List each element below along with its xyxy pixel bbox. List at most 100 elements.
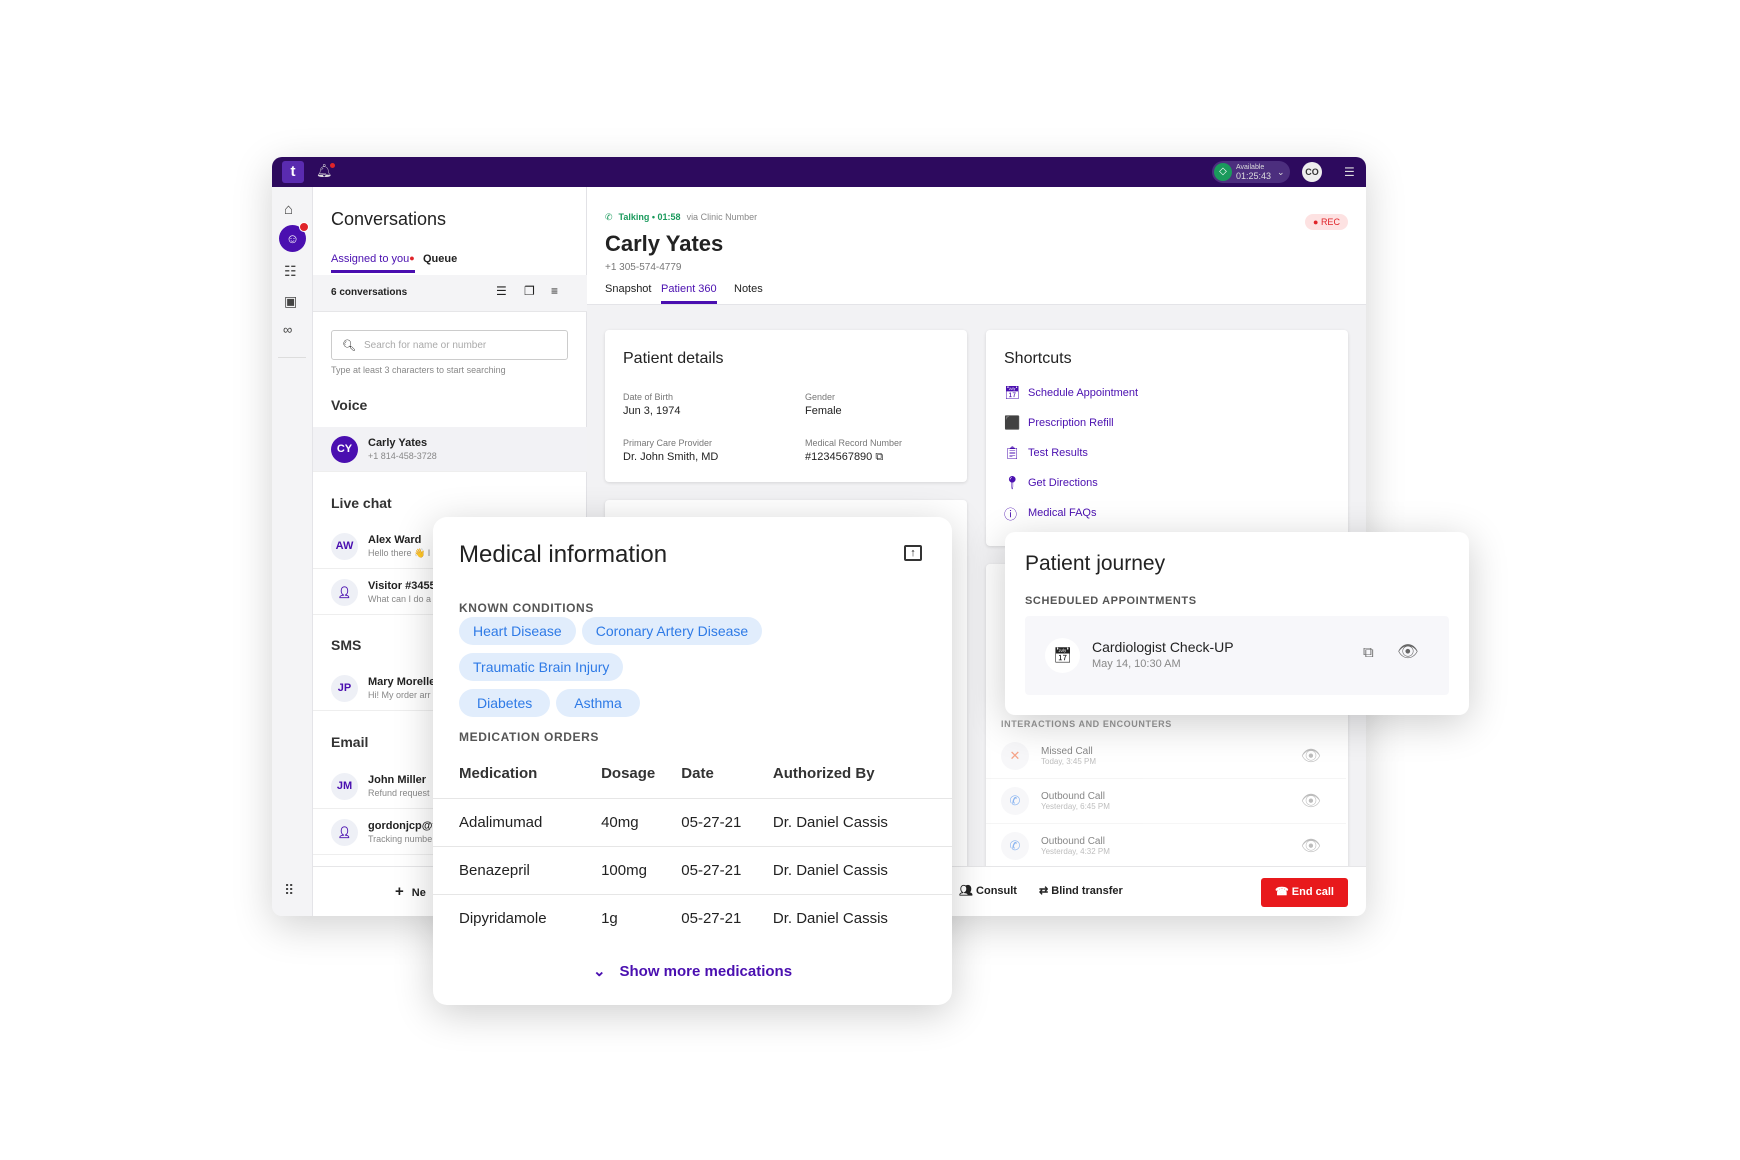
person-icon: 👤︎ [331, 818, 358, 846]
group-email: Email [331, 734, 369, 750]
transfer-icon: ⇄ [1039, 885, 1052, 897]
tab-notes[interactable]: Notes [734, 283, 763, 295]
call-status: Talking • 01:58 [618, 212, 681, 222]
select-icon[interactable]: ❐ [524, 284, 535, 298]
group-sms: SMS [331, 637, 362, 653]
card-title: Medical information [459, 541, 668, 568]
condition-chip: Heart Disease [459, 617, 576, 645]
count-bar: 6 conversations ☰ ❐ ≡ [313, 275, 587, 312]
app-logo[interactable]: t [282, 161, 304, 183]
search-input[interactable]: 🔍︎ Search for name or number [331, 330, 568, 360]
chevron-down-icon: ⌄ [1277, 166, 1285, 177]
patient-journey-card: Patient journey SCHEDULED APPOINTMENTS 📅… [1005, 532, 1469, 715]
column-header: Medication [433, 750, 602, 799]
outbound-call-icon: ✆ [1001, 787, 1029, 815]
notification-badge [299, 222, 309, 232]
avatar: JP [331, 674, 358, 702]
patient-details-card: Patient details Date of Birth Jun 3, 1974… [605, 330, 967, 482]
caller-phone: +1 305-574-4779 [605, 262, 682, 273]
open-external-icon[interactable]: ↑ [904, 545, 922, 561]
blind-transfer-button[interactable]: ⇄ Blind transfer [1039, 885, 1123, 897]
panel-icon[interactable]: ☰ [1344, 165, 1355, 179]
condition-chip: Traumatic Brain Injury [459, 653, 624, 681]
condition-chip: Asthma [556, 689, 640, 717]
shortcut-item[interactable]: 📅︎ Schedule Appointment [1004, 385, 1139, 400]
top-bar: t 🔔︎ ◇ Available 01:25:43 ⌄ CO ☰ [272, 157, 1366, 187]
appointment-item[interactable]: 📅︎ Cardiologist Check-UP May 14, 10:30 A… [1025, 616, 1449, 695]
column-header: Dosage [601, 750, 682, 799]
shortcut-item[interactable]: ⓘ Medical FAQs [1004, 498, 1330, 528]
group-voice: Voice [331, 397, 368, 413]
conditions-list: Heart Disease Coronary Artery Disease Trau… [459, 617, 929, 725]
outbound-call-icon: ✆ [1001, 832, 1029, 860]
missed-call-icon: ✕ [1001, 742, 1029, 770]
eye-icon[interactable]: 👁︎ [1300, 838, 1321, 855]
tab-patient-360[interactable]: Patient 360 [661, 283, 717, 304]
copy-icon[interactable]: ⧉ [875, 451, 884, 463]
calendar-icon: 📅︎ [1045, 638, 1080, 673]
conversations-icon[interactable]: ☺ [279, 222, 309, 252]
shortcut-item[interactable]: 📍︎ Get Directions [1004, 475, 1098, 490]
phone-icon: ✆ [605, 212, 613, 222]
table-row: Benazepril 100mg 05-27-21 Dr. Daniel Cassis [433, 846, 952, 895]
filter-icon[interactable]: ≡ [551, 284, 559, 298]
consult-icon: 👥︎ [959, 885, 977, 897]
info-icon: ⓘ [1004, 506, 1018, 522]
sort-icon[interactable]: ☰ [496, 284, 507, 298]
location-pin-icon: 📍︎ [1004, 475, 1021, 490]
conversation-item[interactable]: AW Alex Ward Hello there 👋 I [313, 524, 587, 569]
clipboard-icon: 📋︎ [1004, 445, 1021, 460]
end-call-button[interactable]: ☎︎ End call [1261, 878, 1348, 907]
bell-icon[interactable]: 🔔︎ [316, 163, 335, 178]
panel-title: Conversations [331, 209, 447, 229]
call-header: ✆ Talking • 01:58 via Clinic Number Carl… [587, 187, 1366, 305]
tab-queue[interactable]: Queue [423, 253, 458, 265]
interaction-item[interactable]: ✆ Outbound Call Yesterday, 6:45 PM 👁︎ [986, 779, 1346, 824]
voicemail-icon[interactable]: ∞ [283, 322, 293, 337]
medication-table: Medication Dosage Date Authorized By Adalimu… [433, 750, 952, 942]
condition-chip: Diabetes [459, 689, 551, 717]
show-more-medications-button[interactable]: ⌄ Show more medications [592, 963, 793, 980]
search-hint: Type at least 3 characters to start sear… [331, 365, 506, 375]
open-icon[interactable]: ⧉ [1363, 644, 1374, 661]
avatar: AW [331, 532, 358, 560]
calendar-stethoscope-icon: 📅︎ [1004, 385, 1021, 400]
contacts-icon[interactable]: ▣ [284, 293, 298, 309]
call-via: via Clinic Number [686, 212, 758, 222]
rail-divider [278, 357, 306, 358]
eye-icon[interactable]: 👁︎ [1300, 748, 1321, 765]
search-icon: 🔍︎ [342, 339, 356, 352]
caller-name: Carly Yates [605, 231, 724, 256]
column-header: Authorized By [772, 750, 952, 799]
shortcut-item[interactable]: 📋︎ Test Results [1004, 445, 1088, 460]
shortcut-item[interactable]: ⬛ Prescription Refill [1004, 415, 1114, 430]
person-icon: 👤︎ [331, 578, 358, 606]
interaction-item[interactable]: ✆ Outbound Call Yesterday, 4:32 PM 👁︎ [986, 824, 1346, 869]
plus-icon: + [395, 883, 404, 900]
user-avatar[interactable]: CO [1302, 162, 1322, 182]
table-row: Adalimumad 40mg 05-27-21 Dr. Daniel Cassis [433, 798, 952, 847]
apps-grid-icon[interactable]: ⠿ [284, 882, 295, 898]
status-selector[interactable]: ◇ Available 01:25:43 ⌄ [1212, 161, 1290, 183]
pill-bottle-icon: ⬛ [1004, 415, 1021, 430]
eye-icon[interactable]: 👁︎ [1300, 793, 1321, 810]
tab-snapshot[interactable]: Snapshot [605, 283, 652, 295]
column-header: Date [681, 750, 773, 799]
icon-rail: ⌂ ☺ ☷ ▣ ∞ ⠿ [272, 187, 313, 916]
consult-button[interactable]: 👥︎ Consult [959, 885, 1017, 897]
interaction-item[interactable]: ✕ Missed Call Today, 3:45 PM 👁︎ [986, 734, 1346, 779]
conversation-item[interactable]: CY Carly Yates +1 814-458-3728 [313, 427, 587, 472]
queue-list-icon[interactable]: ☷ [284, 263, 297, 279]
avatar: JM [331, 772, 358, 800]
chevron-down-icon: ⌄ [592, 963, 606, 980]
conversation-count: 6 conversations [331, 287, 408, 298]
eye-icon[interactable]: 👁︎ [1397, 642, 1419, 661]
home-icon[interactable]: ⌂ [284, 201, 294, 218]
avatar: CY [331, 435, 358, 463]
group-live-chat: Live chat [331, 495, 392, 511]
tab-assigned[interactable]: Assigned to you● [331, 253, 415, 273]
condition-chip: Coronary Artery Disease [581, 617, 763, 645]
medical-information-card: Medical information ↑ KNOWN CONDITIONS H… [433, 517, 952, 1005]
hangup-icon: ☎︎ [1275, 886, 1292, 898]
available-icon: ◇ [1214, 163, 1232, 181]
